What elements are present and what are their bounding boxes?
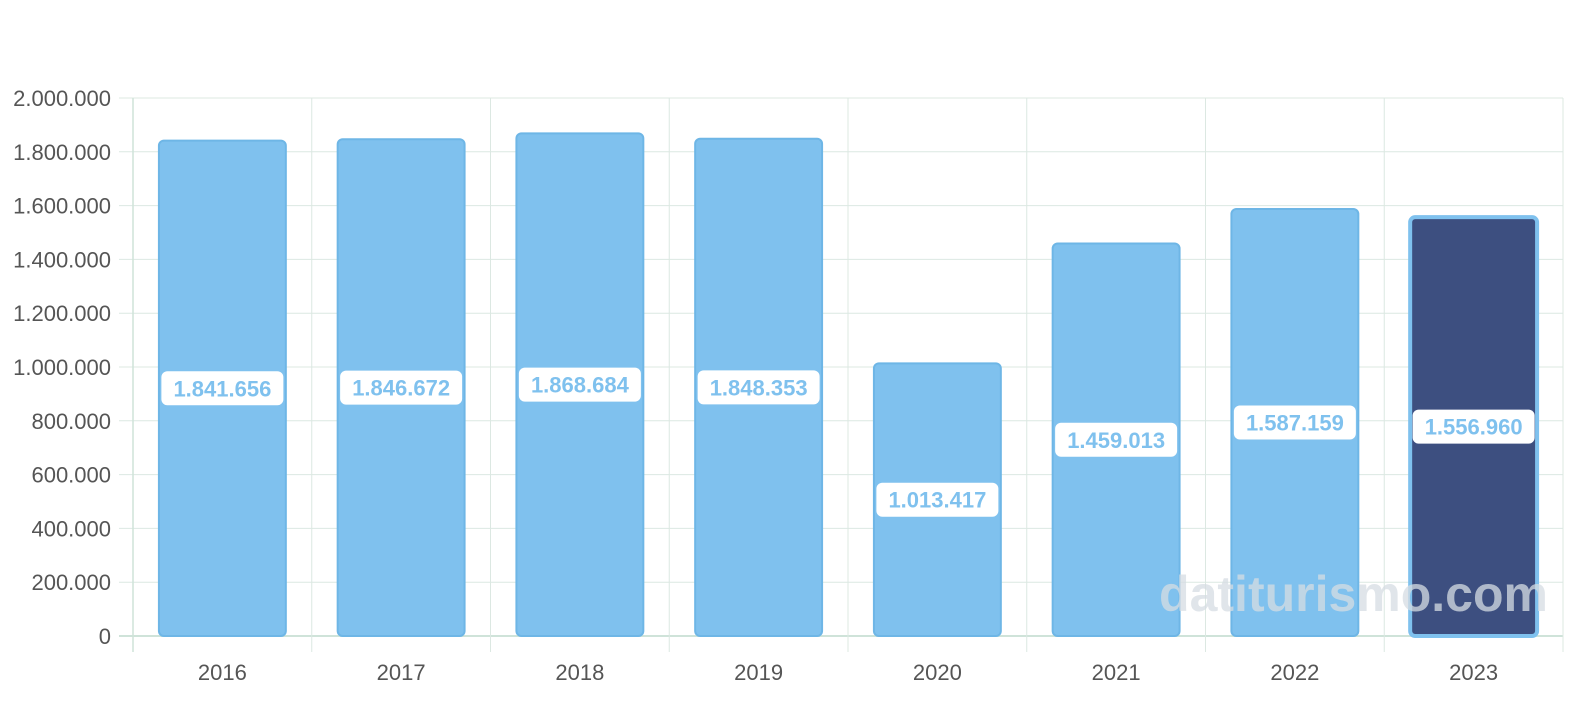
watermark: datiturismo.com [1159,566,1548,622]
y-tick-label: 400.000 [31,516,111,541]
data-label-2019: 1.848.353 [710,375,808,400]
data-label-bg [161,371,284,406]
data-label-bg [1055,422,1178,457]
y-tick-label: 800.000 [31,409,111,434]
data-label-2023: 1.556.960 [1425,415,1523,440]
y-tick-label: 1.800.000 [13,140,111,165]
y-tick-label: 1.000.000 [13,355,111,380]
data-label-bg [1412,409,1535,444]
y-tick-label: 2.000.000 [13,86,111,111]
y-tick-label: 1.400.000 [13,247,111,272]
x-tick-label-2018: 2018 [555,660,604,685]
data-label-2020: 1.013.417 [888,488,986,513]
data-label-2018: 1.868.684 [531,373,630,398]
y-tick-label: 0 [99,624,111,649]
x-tick-label-2017: 2017 [377,660,426,685]
data-label-2022: 1.587.159 [1246,411,1344,436]
data-label-bg [1233,405,1356,440]
x-tick-label-2020: 2020 [913,660,962,685]
x-tick-label-2016: 2016 [198,660,247,685]
x-tick-label-2019: 2019 [734,660,783,685]
x-tick-label-2021: 2021 [1092,660,1141,685]
x-tick-label-2022: 2022 [1270,660,1319,685]
x-tick-label-2023: 2023 [1449,660,1498,685]
y-tick-label: 1.200.000 [13,301,111,326]
data-label-bg [697,370,820,405]
y-tick-label: 200.000 [31,570,111,595]
data-labels: 1.841.656 1.846.672 1.868.684 1.848.353 1.01… [161,367,1535,517]
data-label-2021: 1.459.013 [1067,428,1165,453]
tick-labels: 0 200.000 400.000 600.000 800.000 1.000.000 1.… [13,86,1498,685]
watermark-text: datiturismo.com [1159,566,1548,622]
y-tick-label: 1.600.000 [13,194,111,219]
y-tick-label: 600.000 [31,463,111,488]
data-label-bg [518,367,641,402]
data-label-bg [340,370,463,405]
data-label-2017: 1.846.672 [352,376,450,401]
data-label-bg [876,482,999,517]
data-label-2016: 1.841.656 [173,376,271,401]
